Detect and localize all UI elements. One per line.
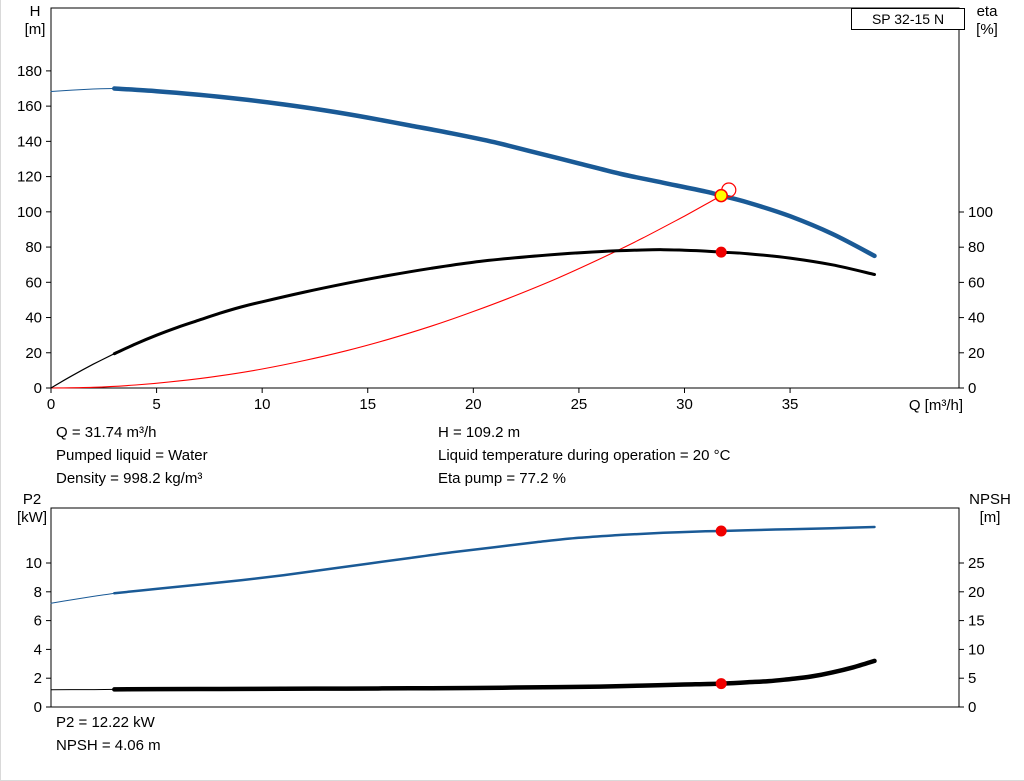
eta-curve-lead	[50, 353, 115, 389]
eta-point	[715, 246, 727, 258]
npsh-axis-label-line2: [m]	[979, 509, 1001, 526]
info-density: Density = 998.2 kg/m³	[56, 470, 203, 487]
right-axis-tick-label: 15	[968, 613, 985, 630]
p2-point	[715, 525, 727, 537]
left-axis-tick-label: 80	[25, 239, 42, 256]
x-axis-tick-label: 35	[782, 396, 799, 413]
plot-frame	[50, 507, 960, 708]
x-axis-tick-label: 10	[254, 396, 271, 413]
right-axis-tick-label: 20	[968, 584, 985, 601]
left-axis-tick-label: 120	[17, 169, 42, 186]
right-axis-tick-label: 0	[968, 380, 976, 397]
left-axis-tick-label: 160	[17, 98, 42, 115]
h-axis-label: H [m]	[13, 3, 57, 39]
right-axis-tick-label: 20	[968, 345, 985, 362]
info-q: Q = 31.74 m³/h	[56, 424, 157, 441]
left-axis-tick-label: 8	[34, 584, 42, 601]
npsh-curve	[112, 658, 877, 692]
p2-axis-label-line1: P2	[22, 491, 42, 508]
eta-axis-label-line2: [%]	[976, 21, 998, 38]
left-axis-tick-label: 20	[25, 345, 42, 362]
top-chart: 0 20 40 60 80 100 120 140 160 180 0 20 40 60 80 100 0 5 10…	[17, 7, 993, 413]
eta-axis-label: eta [%]	[967, 3, 1007, 39]
info-npsh: NPSH = 4.06 m	[56, 737, 161, 754]
left-axis-tick-label: 0	[34, 699, 42, 716]
right-axis-tick-label: 25	[968, 555, 985, 572]
left-axis-tick-label: 60	[25, 274, 42, 291]
left-axis-tick-label: 4	[34, 641, 42, 658]
info-eta-pump: Eta pump = 77.2 %	[438, 470, 566, 487]
npsh-axis-label: NPSH [m]	[963, 491, 1017, 527]
info-p2: P2 = 12.22 kW	[56, 714, 155, 731]
p2-axis-label: P2 [kW]	[9, 491, 55, 527]
system-curve	[50, 195, 722, 389]
pump-model-box: SP 32-15 N	[851, 8, 965, 30]
p2-curve	[113, 525, 876, 595]
head-curve-lead	[50, 88, 115, 92]
right-axis-tick-label: 0	[968, 699, 976, 716]
x-axis-tick-label: 0	[47, 396, 55, 413]
info-pumped-liquid: Pumped liquid = Water	[56, 447, 208, 464]
head-curve	[112, 86, 877, 259]
npsh-point	[715, 678, 727, 690]
h-axis-label-line1: H	[29, 3, 41, 20]
x-axis-tick-label: 5	[152, 396, 160, 413]
left-axis-tick-label: 180	[17, 63, 42, 80]
plot-frame	[50, 7, 960, 389]
left-axis-tick-label: 2	[34, 670, 42, 687]
right-axis-tick-label: 40	[968, 310, 985, 327]
bottom-chart: 0 2 4 6 8 10 0 5 10 15 20 25	[25, 507, 985, 716]
right-axis-tick-label: 100	[968, 204, 993, 221]
eta-axis-label-line1: eta	[976, 3, 998, 20]
info-liquid-temperature: Liquid temperature during operation = 20…	[438, 447, 731, 464]
right-axis-tick-label: 80	[968, 239, 985, 256]
right-axis-tick-label: 60	[968, 274, 985, 291]
x-axis-tick-label: 15	[359, 396, 376, 413]
x-axis-tick-label: 30	[676, 396, 693, 413]
duty-point[interactable]	[714, 188, 728, 203]
info-h: H = 109.2 m	[438, 424, 521, 441]
x-axis-tick-label: 25	[571, 396, 588, 413]
left-axis-tick-label: 6	[34, 613, 42, 630]
right-axis-tick-label: 5	[968, 670, 976, 687]
npsh-axis-label-line1: NPSH	[969, 491, 1011, 508]
left-axis-tick-label: 40	[25, 310, 42, 327]
eta-curve	[112, 248, 876, 356]
left-axis-tick-label: 100	[17, 204, 42, 221]
left-axis-tick-label: 10	[25, 555, 42, 572]
p2-curve-lead	[50, 592, 115, 604]
right-axis-tick-label: 10	[968, 641, 985, 658]
h-axis-label-line2: [m]	[24, 21, 46, 38]
left-axis-tick-label: 140	[17, 133, 42, 150]
left-axis-tick-label: 0	[34, 380, 42, 397]
x-axis-tick-label: 20	[465, 396, 482, 413]
p2-axis-label-line2: [kW]	[17, 509, 47, 526]
q-axis-label: Q [m³/h]	[908, 397, 963, 414]
